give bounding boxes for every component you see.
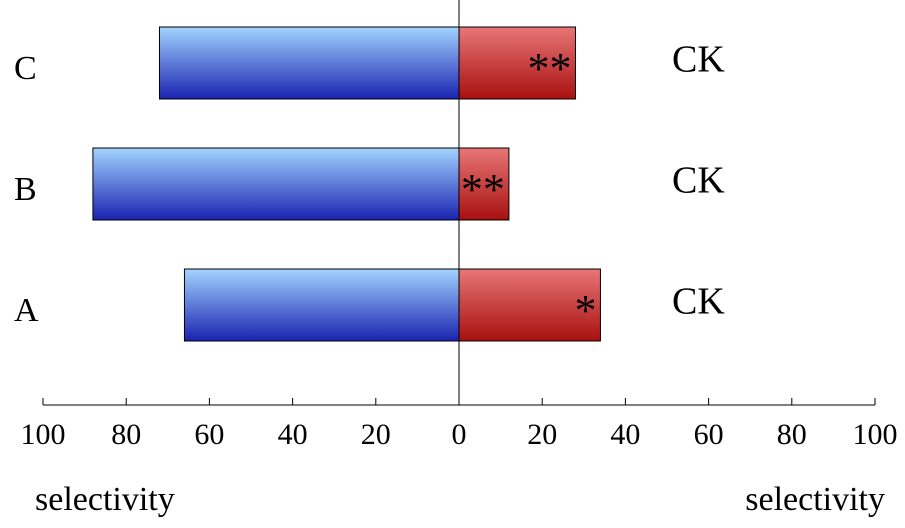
category-label: B bbox=[14, 171, 37, 208]
x-tick-label: 60 bbox=[194, 418, 224, 451]
x-axis-label-right: selectivity bbox=[745, 481, 885, 518]
bar bbox=[458, 268, 601, 342]
significance-mark: ** bbox=[527, 44, 571, 93]
x-tick-label: 60 bbox=[694, 418, 724, 451]
side-label: CK bbox=[672, 281, 725, 323]
category-label: C bbox=[14, 50, 37, 87]
x-tick-label: 80 bbox=[777, 418, 807, 451]
x-tick-label: 0 bbox=[452, 418, 467, 451]
side-label: CK bbox=[672, 160, 725, 202]
significance-mark: ** bbox=[461, 165, 505, 214]
x-tick-label: 40 bbox=[278, 418, 308, 451]
x-tick-label: 100 bbox=[853, 418, 898, 451]
bar bbox=[458, 147, 510, 221]
x-tick-label: 100 bbox=[21, 418, 66, 451]
bar bbox=[158, 26, 460, 100]
x-tick-label: 20 bbox=[361, 418, 391, 451]
bar bbox=[183, 268, 460, 342]
side-label: CK bbox=[672, 39, 725, 81]
x-tick-label: 80 bbox=[111, 418, 141, 451]
bar bbox=[458, 26, 576, 100]
category-label: A bbox=[14, 292, 39, 329]
bar bbox=[92, 147, 460, 221]
x-axis-label-left: selectivity bbox=[35, 481, 175, 518]
x-tick-label: 20 bbox=[527, 418, 557, 451]
x-tick-label: 40 bbox=[610, 418, 640, 451]
significance-mark: * bbox=[574, 286, 596, 335]
